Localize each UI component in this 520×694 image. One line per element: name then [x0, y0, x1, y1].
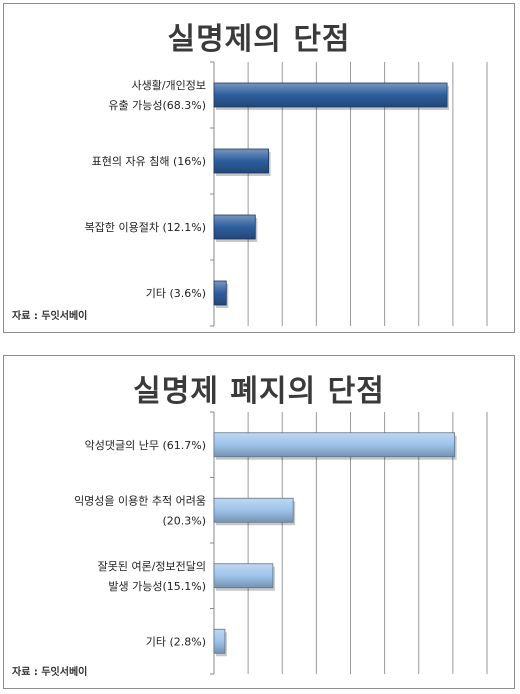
bar — [213, 497, 294, 523]
chart-panel-2: 실명제 폐지의 단점 악성댓글의 난무 (61.7%) 익명성을 이용한 추적 어… — [3, 355, 515, 689]
category-label: 표현의 자유 침해 (16%) — [92, 154, 206, 168]
category-label: 유출 가능성(68.3%) — [108, 99, 206, 112]
bar-chart-2: 악성댓글의 난무 (61.7%) 익명성을 이용한 추적 어려움 (20.3%) 잘못… — [74, 411, 488, 675]
bar — [213, 148, 269, 174]
category-label: 잘못된 여론/정보전달의 — [98, 560, 206, 573]
category-label: 복잡한 이용절차 (12.1%) — [85, 221, 206, 234]
bar — [213, 82, 448, 108]
bar — [213, 280, 227, 306]
bar — [213, 563, 274, 589]
bar — [213, 214, 256, 240]
source-note: 자료 : 두잇서베이 — [12, 667, 88, 678]
bar — [213, 432, 456, 458]
category-label: 발생 가능성(15.1%) — [108, 580, 206, 593]
category-label: 악성댓글의 난무 (61.7%) — [85, 439, 206, 452]
category-label: 기타 (3.6%) — [146, 287, 206, 300]
chart-title: 실명제의 단점 — [167, 22, 351, 57]
chart-title: 실명제 폐지의 단점 — [133, 374, 385, 409]
category-label: 기타 (2.8%) — [146, 635, 206, 648]
category-label: 사생활/개인정보 — [131, 78, 206, 92]
category-label: (20.3%) — [162, 514, 206, 527]
bar — [213, 628, 226, 654]
source-note: 자료 : 두잇서베이 — [12, 311, 88, 322]
category-label: 익명성을 이용한 추적 어려움 — [74, 494, 206, 507]
